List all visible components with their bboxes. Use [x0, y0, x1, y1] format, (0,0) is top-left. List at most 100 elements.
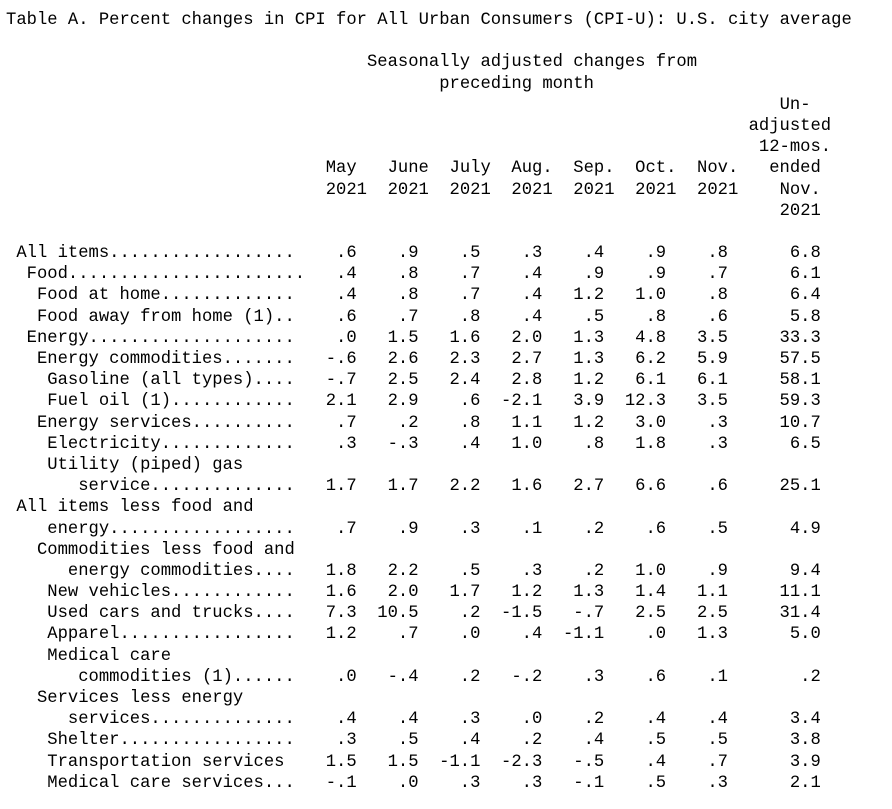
row-label: commodities (1)......	[6, 667, 295, 687]
row-label: Energy....................	[6, 328, 295, 348]
cell-12mo-value: 5.0	[789, 625, 821, 645]
cell-month-value: .7	[459, 286, 481, 306]
cell-month-value: .3	[459, 773, 481, 793]
cell-month-value: 1.4	[635, 583, 667, 603]
table-row: Used cars and trucks.... 7.3 10.5 .2 -1.5 -.7…	[6, 603, 892, 624]
cell-month-value: 1.6	[511, 477, 543, 497]
cell-month-value: .3	[521, 561, 543, 581]
cell-month-value: .2	[459, 604, 481, 624]
cell-month-value: 4.8	[635, 328, 667, 348]
column-group-header-line: Seasonally adjusted changes from	[6, 52, 892, 73]
column-header-year: 2021	[387, 180, 429, 200]
cell-month-value: .4	[521, 286, 543, 306]
cell-month-value: .4	[645, 710, 667, 730]
cell-month-value: .5	[459, 561, 481, 581]
cell-month-value: .6	[707, 307, 728, 327]
row-label: energy..................	[6, 519, 295, 539]
cell-month-value: 1.7	[449, 583, 481, 603]
cell-month-value: .0	[459, 625, 481, 645]
cell-month-value: 3.9	[573, 392, 605, 412]
cell-12mo-value: 5.8	[789, 307, 821, 327]
column-header-year: 2021	[573, 180, 615, 200]
row-label: All items..................	[6, 244, 295, 264]
column-group-header-line: preceding month	[6, 74, 892, 95]
unadjusted-header-line: Un-	[6, 95, 892, 116]
cell-month-value: .4	[336, 286, 357, 306]
cell-month-value: 1.7	[325, 477, 357, 497]
cell-month-value: 6.2	[635, 350, 667, 369]
cell-month-value: .1	[521, 519, 543, 539]
cell-month-value: 2.2	[387, 561, 419, 581]
cell-month-value: 1.8	[635, 434, 667, 454]
cell-month-value: 2.4	[449, 371, 481, 391]
cell-month-value: 2.8	[511, 371, 543, 391]
cell-12mo-value: 33.3	[779, 328, 821, 348]
cell-month-value: .8	[707, 286, 728, 306]
cell-month-value: 1.5	[387, 328, 419, 348]
cell-month-value: 2.3	[449, 350, 481, 369]
row-label: Electricity.............	[6, 434, 295, 454]
column-header-year: 2021	[635, 180, 677, 200]
table-row-continuation: Medical care	[6, 646, 892, 667]
cell-month-value: .6	[336, 307, 357, 327]
table-row-continuation: Services less energy	[6, 688, 892, 709]
cell-month-value: .2	[583, 519, 605, 539]
cell-month-value: .4	[336, 710, 357, 730]
column-header-year: 2021	[511, 180, 553, 200]
cell-month-value: .3	[336, 731, 357, 751]
cell-12mo-value: 11.1	[779, 583, 821, 603]
cell-month-value: .1	[707, 667, 728, 687]
table-row-continuation: Utility (piped) gas	[6, 455, 892, 476]
cell-month-value: .9	[645, 265, 667, 285]
blank-line	[6, 31, 892, 52]
cell-month-value: 2.9	[387, 392, 419, 412]
cell-month-value: .9	[645, 244, 667, 264]
cell-month-value: .2	[583, 561, 605, 581]
row-label: Used cars and trucks....	[6, 604, 295, 624]
cell-month-value: .4	[707, 710, 728, 730]
column-header-year: 2021	[449, 180, 491, 200]
cell-month-value: 2.0	[387, 583, 419, 603]
cell-month-value: .6	[645, 519, 667, 539]
unadjusted-header-line: 2021	[6, 201, 892, 222]
cell-month-value: .8	[583, 434, 605, 454]
cell-month-value: .0	[336, 328, 357, 348]
cell-month-value: 1.5	[387, 752, 419, 772]
cell-month-value: .3	[707, 413, 728, 433]
cell-12mo-value: 6.1	[789, 265, 821, 285]
table-row: energy.................. .7 .9 .3 .1 .2 .6 .5 4.…	[6, 519, 892, 540]
table-row: Energy services.......... .7 .2 .8 1.1 1.2 3.0…	[6, 413, 892, 434]
cell-month-value: 6.1	[697, 371, 728, 391]
row-label: New vehicles............	[6, 583, 295, 603]
cell-month-value: -1.5	[501, 604, 543, 624]
title-line: Table A. Percent changes in CPI for All …	[6, 10, 892, 31]
cell-month-value: .7	[336, 519, 357, 539]
row-label: Energy services..........	[6, 413, 295, 433]
page-title: Table A. Percent changes in CPI for All …	[6, 11, 852, 30]
cell-month-value: 1.1	[511, 413, 543, 433]
cell-month-value: .3	[707, 434, 728, 454]
row-label: Food away from home (1)..	[6, 307, 295, 327]
cell-month-value: .5	[707, 731, 728, 751]
cell-month-value: -.4	[387, 667, 419, 687]
cell-month-value: 2.5	[387, 371, 419, 391]
cell-month-value: 1.2	[573, 413, 605, 433]
cell-month-value: .8	[459, 413, 481, 433]
cell-month-value: 10.5	[377, 604, 419, 624]
cell-month-value: .2	[459, 667, 481, 687]
table-row: Energy commodities....... -.6 2.6 2.3 2.7 1.3…	[6, 349, 892, 370]
cell-month-value: .5	[459, 244, 481, 264]
cell-month-value: .7	[459, 265, 481, 285]
cell-month-value: .7	[336, 413, 357, 433]
table-row: Energy.................... .0 1.5 1.6 2.0 1.3…	[6, 328, 892, 349]
cell-month-value: 1.3	[573, 583, 605, 603]
table-row: Shelter................. .3 .5 .4 .2 .4 .5 .5 3.…	[6, 730, 892, 751]
cell-month-value: .0	[645, 625, 667, 645]
cell-month-value: -.7	[325, 371, 357, 391]
table-row: Medical care services... -.1 .0 .3 .3 -.1 .5 .3…	[6, 773, 892, 794]
blank-line	[6, 222, 892, 243]
cell-month-value: -1.1	[439, 752, 481, 772]
row-label: Apparel.................	[6, 625, 295, 645]
cell-month-value: -.5	[573, 752, 605, 772]
